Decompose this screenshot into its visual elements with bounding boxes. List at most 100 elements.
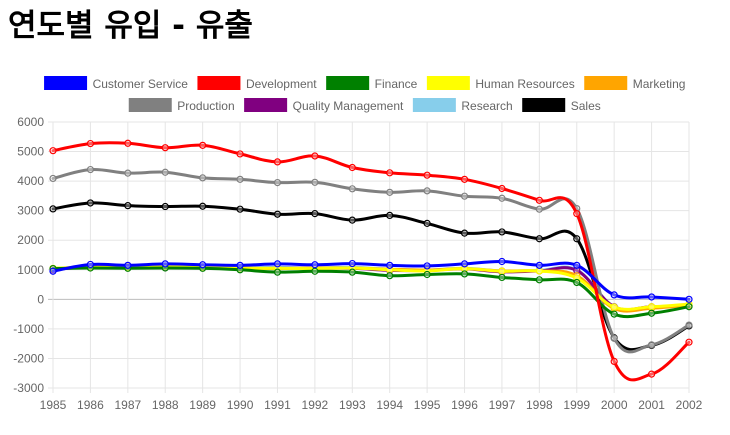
data-point[interactable] [647, 309, 656, 317]
legend-item[interactable]: Sales [522, 98, 601, 114]
data-point[interactable] [311, 210, 319, 218]
data-point[interactable] [685, 303, 693, 311]
data-point[interactable] [124, 139, 132, 147]
data-point[interactable] [49, 205, 57, 213]
data-point[interactable] [647, 303, 656, 311]
data-point[interactable] [386, 169, 394, 177]
data-point[interactable] [535, 276, 543, 284]
data-point[interactable] [423, 270, 431, 279]
data-point[interactable] [311, 261, 319, 269]
data-point[interactable] [498, 257, 506, 266]
y-tick-label: 4000 [17, 174, 44, 188]
data-point[interactable] [573, 261, 581, 269]
data-point[interactable] [273, 260, 282, 268]
data-point[interactable] [535, 235, 543, 243]
legend-item[interactable]: Quality Management [244, 98, 404, 114]
data-point[interactable] [161, 144, 169, 152]
data-point[interactable] [236, 205, 244, 213]
data-point[interactable] [49, 174, 57, 183]
data-point[interactable] [348, 163, 356, 172]
data-point[interactable] [311, 178, 319, 186]
data-point[interactable] [124, 169, 132, 177]
data-point[interactable] [199, 174, 207, 182]
data-point[interactable] [610, 310, 618, 318]
data-point[interactable] [498, 267, 506, 275]
data-point[interactable] [573, 278, 581, 287]
data-point[interactable] [199, 141, 207, 149]
data-point[interactable] [423, 171, 431, 179]
data-point[interactable] [610, 357, 618, 365]
data-point[interactable] [535, 205, 543, 213]
legend-item[interactable]: Finance [326, 76, 418, 92]
data-point[interactable] [386, 272, 394, 280]
data-point[interactable] [386, 211, 394, 219]
y-tick-label: -3000 [13, 381, 44, 395]
legend-item[interactable]: Customer Service [44, 76, 189, 92]
legend-item[interactable]: Marketing [584, 76, 686, 92]
legend-item[interactable]: Human Resources [426, 76, 575, 92]
data-point[interactable] [236, 175, 244, 183]
data-point[interactable] [273, 158, 282, 166]
data-point[interactable] [348, 185, 356, 193]
data-point[interactable] [423, 262, 431, 270]
data-point[interactable] [86, 260, 95, 269]
data-point[interactable] [199, 261, 207, 269]
data-point[interactable] [348, 216, 356, 224]
data-point[interactable] [685, 295, 693, 303]
data-point[interactable] [86, 165, 95, 174]
data-point[interactable] [535, 196, 543, 204]
legend-item[interactable]: Production [128, 98, 235, 114]
data-point[interactable] [647, 341, 656, 349]
legend-item[interactable]: Development [197, 76, 317, 92]
data-point[interactable] [236, 261, 244, 269]
data-point[interactable] [460, 260, 469, 268]
data-point[interactable] [161, 260, 169, 268]
data-point[interactable] [273, 178, 282, 187]
data-point[interactable] [199, 202, 207, 210]
data-point[interactable] [423, 219, 431, 227]
data-point[interactable] [573, 266, 581, 274]
data-point[interactable] [498, 228, 506, 236]
data-point[interactable] [124, 202, 132, 210]
data-point[interactable] [49, 267, 57, 275]
legend-item[interactable]: Research [412, 98, 513, 114]
data-point[interactable] [460, 175, 469, 183]
data-point[interactable] [86, 139, 95, 148]
data-point[interactable] [498, 273, 506, 282]
data-point[interactable] [49, 147, 57, 155]
data-point[interactable] [610, 291, 618, 299]
axes: 6000 5000 4000 3000 2000 1000 0 -1000 -2000 -3000… [13, 115, 702, 412]
series-line [51, 167, 691, 354]
data-point[interactable] [610, 303, 618, 311]
data-point[interactable] [423, 187, 431, 195]
data-point[interactable] [460, 229, 469, 237]
data-point[interactable] [161, 202, 169, 211]
data-point[interactable] [311, 152, 319, 160]
data-point[interactable] [348, 259, 356, 268]
data-point[interactable] [124, 261, 132, 269]
legend-label: Production [177, 99, 234, 113]
data-point[interactable] [498, 194, 506, 202]
data-point[interactable] [460, 192, 469, 200]
data-point[interactable] [348, 268, 356, 276]
data-point[interactable] [386, 261, 394, 269]
data-point[interactable] [161, 168, 169, 176]
data-point[interactable] [685, 321, 693, 329]
y-tick-label: 3000 [17, 204, 44, 218]
data-point[interactable] [573, 235, 581, 243]
data-point[interactable] [535, 261, 543, 269]
data-point[interactable] [273, 268, 282, 276]
data-point[interactable] [498, 184, 506, 193]
data-point[interactable] [460, 270, 469, 278]
data-point[interactable] [386, 188, 394, 196]
x-tick-label: 1990 [227, 398, 254, 412]
data-point[interactable] [647, 370, 656, 378]
data-point[interactable] [647, 293, 656, 301]
data-point[interactable] [685, 338, 693, 346]
data-point[interactable] [311, 267, 319, 275]
data-point[interactable] [273, 210, 282, 218]
data-point[interactable] [236, 150, 244, 158]
data-point[interactable] [610, 334, 618, 342]
data-point[interactable] [86, 199, 95, 207]
data-point[interactable] [573, 210, 581, 218]
